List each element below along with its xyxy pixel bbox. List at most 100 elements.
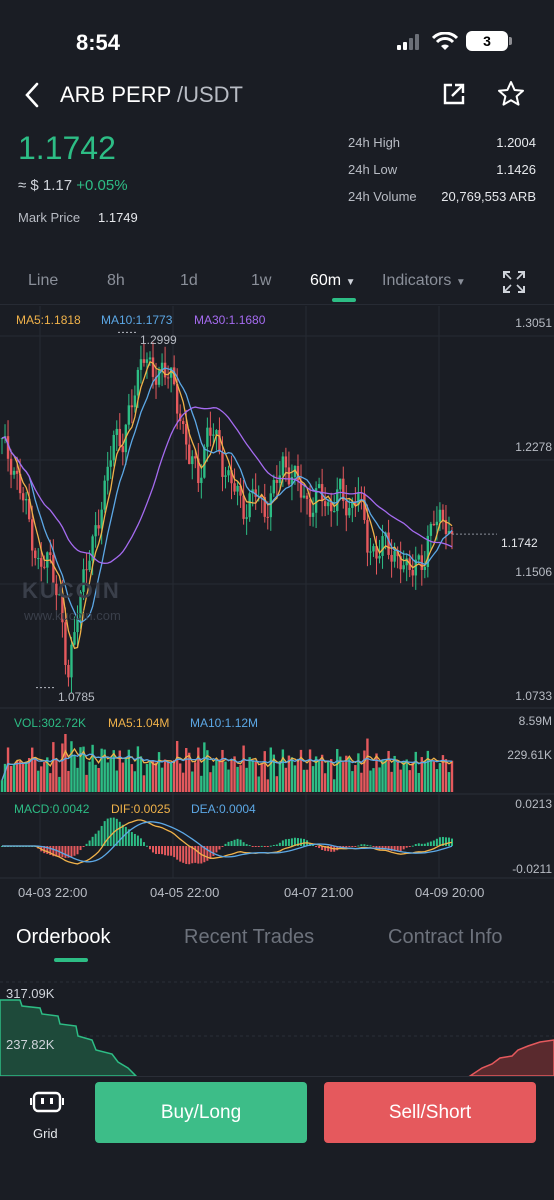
candle — [206, 427, 209, 447]
candle — [293, 465, 297, 477]
candle — [402, 565, 405, 570]
candle — [76, 618, 79, 633]
grid-label[interactable]: Grid — [33, 1126, 58, 1141]
macd-bar — [366, 844, 369, 846]
volume-bar — [402, 761, 405, 792]
ma5-legend: MA5:1.1818 — [16, 313, 81, 327]
macd-bar — [263, 846, 266, 847]
macd-bar — [420, 843, 423, 846]
macd-bar — [224, 843, 227, 846]
macd-bar — [451, 838, 453, 846]
tab-1w[interactable]: 1w — [251, 272, 272, 289]
depth-chart — [0, 981, 554, 1076]
candle — [185, 424, 188, 445]
tab-orderbook[interactable]: Orderbook — [16, 926, 111, 948]
macd-bar — [299, 838, 302, 846]
candle — [118, 428, 121, 447]
tab-line[interactable]: Line — [28, 272, 59, 289]
macd-bar — [124, 826, 127, 846]
macd-bar — [402, 846, 405, 850]
volume-bar — [450, 760, 454, 792]
grid-bot-icon[interactable] — [30, 1088, 64, 1118]
candle — [194, 456, 197, 459]
volume-bar — [67, 770, 70, 792]
tab-8h[interactable]: 8h — [107, 272, 125, 289]
candle — [396, 551, 399, 557]
volume-bar — [194, 762, 197, 792]
vol-tick: 229.61K — [507, 748, 552, 762]
candle — [197, 458, 200, 484]
candle — [369, 551, 372, 553]
candle — [12, 470, 16, 475]
volume-bar — [109, 757, 112, 792]
macd-bar — [170, 846, 173, 856]
macd-bar — [387, 846, 390, 851]
candle — [375, 546, 378, 559]
volume-bar — [215, 760, 218, 792]
volume-bar — [381, 759, 384, 792]
macd-bar — [269, 845, 272, 847]
volume-bar — [9, 765, 13, 792]
candle — [411, 569, 414, 576]
macd-bar — [176, 846, 179, 860]
macd-bar — [218, 846, 221, 850]
tab-indicators-label: Indicators — [382, 272, 452, 289]
volume-bar — [188, 752, 191, 792]
volume-bar — [0, 780, 4, 792]
volume-bar — [405, 759, 408, 792]
macd-bar — [115, 818, 118, 846]
candle — [302, 495, 306, 498]
cellular-signal-icon — [397, 34, 419, 50]
macd-bar — [290, 838, 293, 846]
sell-short-button[interactable]: Sell/Short — [324, 1082, 536, 1143]
buy-long-button[interactable]: Buy/Long — [95, 1082, 307, 1143]
macd-bar — [97, 830, 100, 846]
mark-price-label: Mark Price — [18, 210, 81, 225]
volume-bar — [366, 738, 369, 792]
candle — [91, 536, 94, 561]
status-time: 8:54 — [76, 30, 121, 55]
tab-contract-info[interactable]: Contract Info — [388, 926, 503, 948]
macd-bar — [390, 846, 393, 851]
tab-recent-trades[interactable]: Recent Trades — [184, 926, 315, 948]
chart-divider — [0, 304, 554, 305]
candle — [378, 555, 381, 559]
macd-bar — [296, 838, 299, 846]
candle — [393, 551, 396, 562]
tab-indicators[interactable]: Indicators ▼ — [382, 272, 466, 290]
back-arrow-icon[interactable] — [22, 82, 42, 108]
candle — [278, 475, 282, 483]
volume-bar — [6, 747, 10, 792]
pair-title[interactable]: ARB PERP /USDT — [60, 82, 243, 108]
mark-price-value: 1.1749 — [98, 210, 138, 225]
stat-value-volume: 20,769,553 ARB — [441, 189, 536, 204]
macd-bar — [372, 846, 375, 847]
volume-bar — [227, 769, 230, 792]
macd-bar — [272, 844, 275, 846]
candle — [381, 536, 384, 556]
candle — [115, 428, 118, 435]
candle — [97, 525, 100, 529]
volume-bar — [148, 761, 152, 792]
share-icon[interactable] — [440, 80, 468, 108]
stat-value-low: 1.1426 — [496, 162, 536, 177]
tab-1d[interactable]: 1d — [180, 272, 198, 289]
volume-bar — [263, 751, 266, 792]
macd-bar — [43, 846, 46, 854]
volume-bar — [79, 747, 82, 792]
candle — [317, 484, 321, 489]
volume-bar — [31, 747, 34, 792]
volume-bar — [363, 750, 366, 792]
candle — [441, 509, 445, 520]
favorite-star-icon[interactable] — [496, 79, 526, 109]
macd-bar — [64, 846, 67, 858]
kline-chart[interactable] — [0, 306, 554, 881]
ma30-line — [1, 406, 453, 564]
volume-bar — [76, 767, 79, 792]
macd-bar — [85, 843, 88, 846]
fullscreen-icon[interactable] — [502, 270, 526, 294]
tab-60m[interactable]: 60m ▼ — [310, 272, 355, 290]
candle — [248, 493, 251, 518]
macd-bar — [408, 846, 411, 847]
candle — [272, 480, 276, 494]
